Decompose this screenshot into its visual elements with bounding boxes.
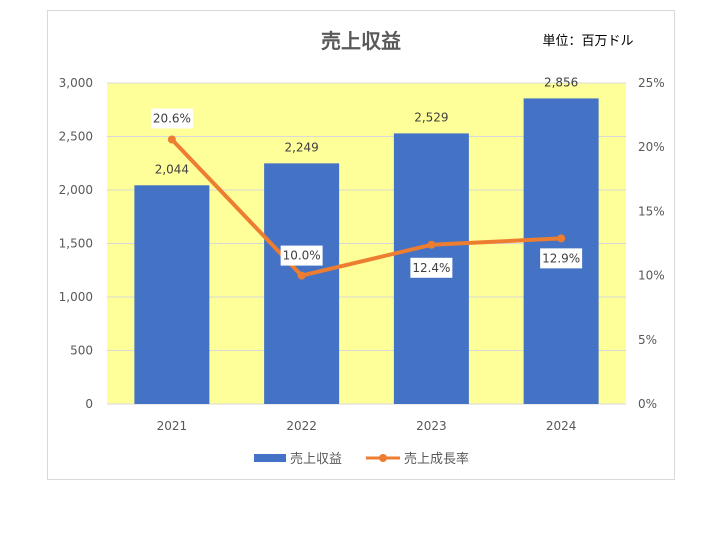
- axis-ticks: 0 500 1,000 1,500 2,000 2,500 3,000 0% 5% 10% 15% 2…: [59, 76, 665, 433]
- growth-value-label: 20.6%: [153, 111, 191, 125]
- chart-svg: 0 500 1,000 1,500 2,000 2,500 3,000 0% 5% 10% 15% 2…: [59, 29, 665, 467]
- growth-point: [427, 240, 436, 249]
- chart-title: 売上収益: [321, 29, 401, 53]
- x-tick-label: 2024: [546, 419, 577, 433]
- legend-swatch-bar: [254, 454, 286, 462]
- legend-label-line: 売上成長率: [404, 451, 469, 467]
- bar: [264, 163, 340, 404]
- y-left-tick-label: 1,500: [59, 237, 93, 251]
- y-right-tick-label: 0%: [638, 397, 657, 411]
- bar-value-label: 2,249: [284, 140, 318, 154]
- y-left-tick-label: 1,000: [59, 290, 93, 304]
- growth-label-box: [150, 108, 193, 129]
- growth-point: [297, 271, 306, 280]
- bar-value-label: 2,529: [414, 110, 448, 124]
- growth-label-box: [280, 245, 323, 266]
- y-left-tick-label: 3,000: [59, 76, 93, 90]
- bar-value-label: 2,044: [155, 162, 189, 176]
- x-tick-label: 2022: [286, 419, 317, 433]
- y-right-tick-label: 20%: [638, 140, 665, 154]
- unit-note: 単位：百万ドル: [542, 33, 633, 49]
- bar-value-label: 2,856: [544, 75, 578, 89]
- growth-point: [167, 135, 176, 144]
- growth-value-label: 12.4%: [412, 261, 450, 275]
- y-right-tick-label: 25%: [638, 76, 665, 90]
- y-right-tick-label: 10%: [638, 269, 665, 283]
- bar: [134, 185, 210, 404]
- chart-frame: 0 500 1,000 1,500 2,000 2,500 3,000 0% 5% 10% 15% 2…: [47, 10, 675, 480]
- x-tick-label: 2021: [157, 419, 188, 433]
- data-labels: 2,044 2,249 2,529 2,856 20.6% 10.0% 12.4% 12.9%: [150, 75, 583, 278]
- legend-label-bar: 売上収益: [290, 451, 342, 467]
- y-left-tick-label: 500: [70, 344, 93, 358]
- growth-value-label: 12.9%: [542, 251, 580, 265]
- growth-label-box: [540, 248, 583, 269]
- legend-swatch-marker: [379, 454, 387, 462]
- growth-value-label: 10.0%: [283, 249, 321, 263]
- y-left-tick-label: 0: [85, 397, 93, 411]
- growth-point: [557, 234, 566, 243]
- growth-label-box: [410, 257, 453, 278]
- x-tick-label: 2023: [416, 419, 447, 433]
- line-series: [167, 135, 566, 280]
- bar-series: [134, 98, 599, 405]
- y-right-tick-label: 15%: [638, 204, 665, 218]
- legend: 売上収益 売上成長率: [254, 451, 469, 467]
- growth-line: [170, 138, 562, 278]
- y-left-tick-label: 2,000: [59, 183, 93, 197]
- y-right-tick-label: 5%: [638, 333, 657, 347]
- y-left-tick-label: 2,500: [59, 130, 93, 144]
